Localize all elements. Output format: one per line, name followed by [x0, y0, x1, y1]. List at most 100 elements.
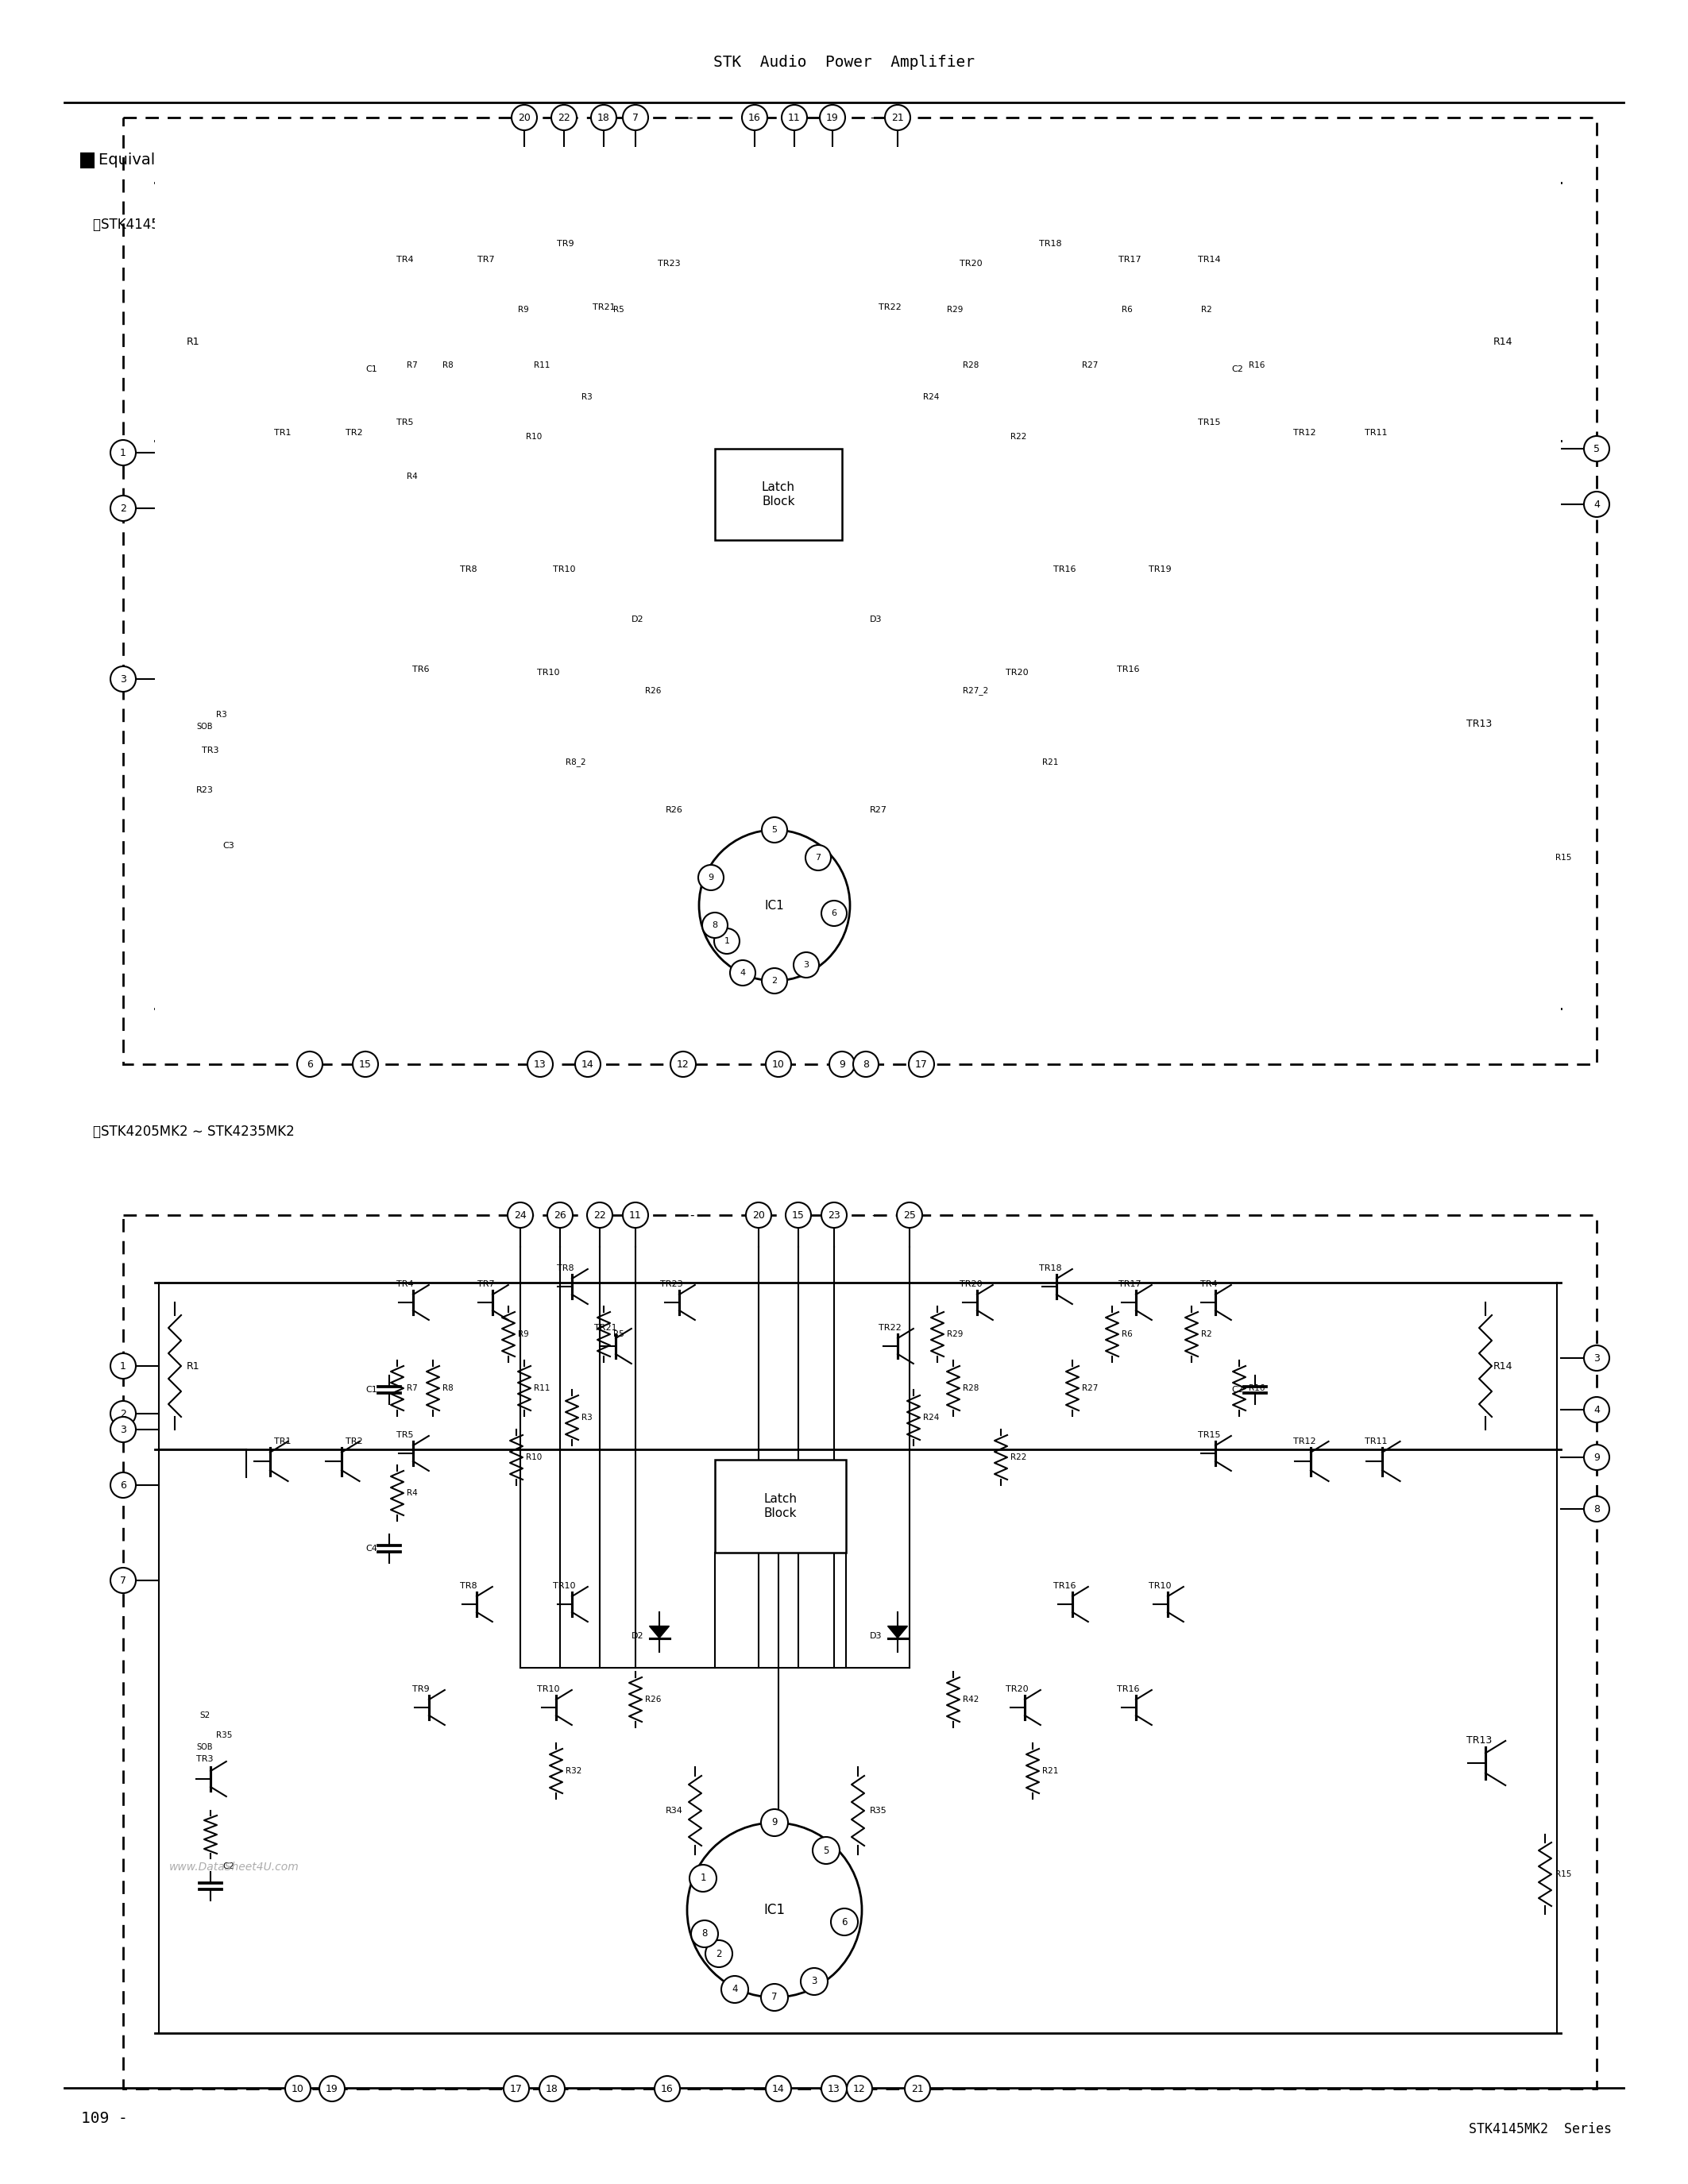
Text: 14: 14	[582, 1059, 594, 1070]
Circle shape	[110, 1568, 135, 1592]
Circle shape	[623, 105, 648, 131]
Text: TR20: TR20	[959, 1280, 982, 1289]
Text: -: -	[869, 111, 874, 124]
Text: 19: 19	[326, 2084, 338, 2094]
Text: C3: C3	[223, 841, 235, 850]
Text: R27: R27	[869, 806, 888, 815]
Circle shape	[805, 845, 830, 871]
Circle shape	[576, 1051, 601, 1077]
Text: 11: 11	[630, 1210, 641, 1221]
Circle shape	[110, 666, 135, 692]
Text: Latch
Block: Latch Block	[763, 1494, 797, 1520]
Circle shape	[552, 105, 577, 131]
Circle shape	[847, 2077, 873, 2101]
Circle shape	[587, 1203, 613, 1227]
Text: R35: R35	[869, 1806, 888, 1815]
Text: 2: 2	[771, 976, 776, 985]
Text: TR12: TR12	[1293, 1437, 1315, 1446]
Text: R5: R5	[613, 306, 625, 314]
Text: C2: C2	[1231, 1387, 1242, 1393]
Text: 26: 26	[554, 1210, 565, 1221]
Text: 20: 20	[753, 1210, 765, 1221]
Text: R27: R27	[1082, 360, 1099, 369]
Polygon shape	[650, 609, 668, 622]
Text: TR8: TR8	[461, 566, 478, 574]
Circle shape	[829, 1051, 854, 1077]
Circle shape	[702, 913, 728, 937]
Text: TR10: TR10	[552, 1581, 576, 1590]
Text: C2: C2	[223, 1863, 235, 1870]
Text: 17: 17	[915, 1059, 928, 1070]
Circle shape	[721, 1977, 748, 2003]
Text: 9: 9	[839, 1059, 846, 1070]
Text: TR16: TR16	[1053, 1581, 1075, 1590]
Circle shape	[547, 1203, 572, 1227]
Text: D3: D3	[869, 616, 881, 622]
Text: D2: D2	[631, 1631, 643, 1640]
Text: R24: R24	[923, 393, 939, 402]
Circle shape	[852, 1051, 878, 1077]
Circle shape	[714, 928, 739, 954]
Text: TR22: TR22	[878, 304, 901, 312]
Text: TR17: TR17	[1117, 1280, 1141, 1289]
Text: -: -	[871, 1210, 876, 1221]
Text: R9: R9	[518, 306, 528, 314]
Circle shape	[527, 1051, 554, 1077]
Text: R32: R32	[565, 1767, 582, 1776]
Text: 16: 16	[748, 111, 761, 122]
Text: 4: 4	[1593, 500, 1600, 509]
Text: 109 -: 109 -	[81, 2112, 128, 2125]
Text: R29: R29	[947, 306, 964, 314]
Text: 25: 25	[903, 1210, 917, 1221]
Text: www.DataSheet4U.com: www.DataSheet4U.com	[169, 1861, 299, 1874]
Text: R14: R14	[1494, 1361, 1512, 1372]
Circle shape	[793, 952, 819, 978]
Circle shape	[706, 1939, 733, 1968]
Text: 18: 18	[545, 2084, 559, 2094]
Text: TR20: TR20	[1006, 668, 1028, 677]
Text: 3: 3	[812, 1977, 817, 1987]
Text: TR20: TR20	[1006, 1686, 1028, 1693]
Text: ⓑSTK4205MK2 ∼ STK4235MK2: ⓑSTK4205MK2 ∼ STK4235MK2	[93, 1125, 294, 1138]
Text: R21: R21	[1041, 758, 1058, 767]
Text: 12: 12	[677, 1059, 689, 1070]
Text: TR1: TR1	[273, 1437, 290, 1446]
Circle shape	[285, 2077, 311, 2101]
Text: 3: 3	[1593, 1352, 1600, 1363]
Bar	[716, 1459, 846, 1553]
Circle shape	[830, 1909, 858, 1935]
Bar	[123, 118, 1597, 1064]
Text: TR4: TR4	[1200, 1280, 1217, 1289]
Text: 5: 5	[824, 1845, 829, 1856]
Circle shape	[623, 1203, 648, 1227]
Text: 7: 7	[120, 1575, 127, 1586]
Circle shape	[766, 1051, 792, 1077]
Text: 22: 22	[594, 1210, 606, 1221]
Text: S2: S2	[199, 1712, 211, 1719]
Circle shape	[110, 496, 135, 522]
Text: TR3: TR3	[196, 1756, 213, 1762]
Circle shape	[761, 1808, 788, 1837]
Circle shape	[800, 1968, 827, 1994]
Text: 14: 14	[771, 2084, 785, 2094]
Text: TR22: TR22	[878, 1324, 901, 1332]
Text: R15: R15	[1555, 1870, 1572, 1878]
Text: R7: R7	[407, 1385, 417, 1391]
Text: 17: 17	[510, 2084, 523, 2094]
Text: R8: R8	[442, 360, 454, 369]
Text: TR14: TR14	[1198, 256, 1220, 264]
Text: R3: R3	[216, 710, 226, 719]
Text: R1: R1	[187, 336, 199, 347]
Bar	[81, 153, 95, 168]
Text: 3: 3	[120, 675, 127, 684]
Text: ⓐSTK4145MK2 ∼ STK4195MK2: ⓐSTK4145MK2 ∼ STK4195MK2	[93, 218, 294, 232]
Text: - -: - -	[689, 111, 702, 124]
Text: TR18: TR18	[1038, 240, 1062, 247]
Text: TR15: TR15	[1198, 419, 1220, 426]
Circle shape	[812, 1837, 839, 1863]
Circle shape	[1583, 1398, 1609, 1422]
Text: C1: C1	[366, 1387, 378, 1393]
Text: 4: 4	[739, 970, 746, 976]
Circle shape	[761, 817, 787, 843]
Text: R26: R26	[645, 1695, 662, 1704]
